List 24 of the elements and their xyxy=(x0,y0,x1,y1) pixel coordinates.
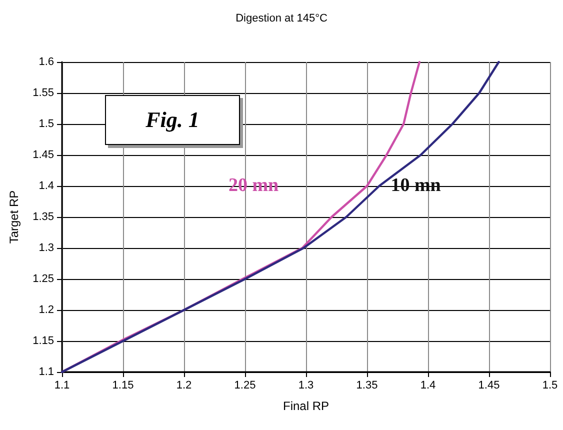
x-tick-label: 1.2 xyxy=(176,380,192,392)
y-axis-title: Target RP xyxy=(7,190,21,244)
caption-frame: Fig. 1 xyxy=(105,95,240,145)
x-tick-label: 1.45 xyxy=(478,380,500,392)
x-tick-label: 1.5 xyxy=(542,380,558,392)
x-tick-label: 1.1 xyxy=(54,380,70,392)
chart-title: Digestion at 145°C xyxy=(236,12,328,24)
x-tick-label: 1.3 xyxy=(298,380,314,392)
y-tick-label: 1.1 xyxy=(38,366,54,378)
y-tick-label: 1.5 xyxy=(38,118,54,130)
x-tick-label: 1.15 xyxy=(112,380,134,392)
y-tick-label: 1.6 xyxy=(38,56,54,68)
y-tick-label: 1.3 xyxy=(38,242,54,254)
y-tick-label: 1.55 xyxy=(32,87,54,99)
y-tick-label: 1.35 xyxy=(32,211,54,223)
y-tick-label: 1.4 xyxy=(38,180,54,192)
y-tick-label: 1.45 xyxy=(32,149,54,161)
y-tick-label: 1.15 xyxy=(32,335,54,347)
x-tick-label: 1.35 xyxy=(356,380,378,392)
y-tick-label: 1.2 xyxy=(38,304,54,316)
x-tick-label: 1.4 xyxy=(420,380,436,392)
y-tick-label: 1.25 xyxy=(32,273,54,285)
x-tick-label: 1.25 xyxy=(234,380,256,392)
x-axis-title: Final RP xyxy=(282,399,330,413)
